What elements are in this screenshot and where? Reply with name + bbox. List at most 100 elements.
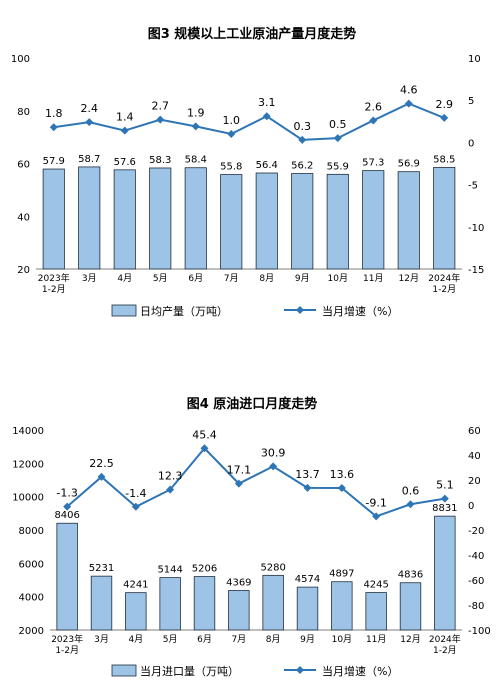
line-point — [97, 472, 106, 481]
bar — [125, 592, 147, 631]
category-label: 10月 — [332, 634, 352, 645]
bar — [56, 522, 78, 631]
category-label: 7月 — [224, 273, 239, 284]
line-value-label: 1.8 — [45, 107, 63, 120]
left-tick-label: 20 — [17, 265, 30, 276]
bar — [184, 167, 207, 270]
bar-value-label: 4369 — [226, 578, 251, 589]
category-label: 5月 — [153, 273, 168, 284]
bar-value-label: 55.9 — [327, 161, 349, 172]
category-label: 1-2月 — [42, 284, 66, 295]
category-label: 2023年 — [38, 272, 70, 284]
line-value-label: 2.4 — [81, 102, 99, 115]
category-label: 11月 — [363, 273, 383, 284]
line-point — [166, 485, 175, 494]
bar — [193, 576, 216, 631]
left-tick-label: 6000 — [19, 559, 44, 570]
legend-line-marker — [296, 666, 304, 674]
bar-value-label: 57.9 — [43, 156, 65, 167]
bar-value-label: 55.8 — [220, 162, 242, 173]
bar — [399, 582, 422, 631]
line-value-label: 13.6 — [330, 468, 355, 481]
line-point — [200, 444, 209, 453]
right-tick-label: -15 — [468, 265, 484, 276]
chart-title: 图4 原油进口月度走势 — [187, 396, 318, 412]
bar — [149, 167, 172, 270]
category-label: 1-2月 — [432, 284, 456, 295]
bar — [296, 586, 319, 631]
line-value-label: 4.6 — [400, 84, 418, 97]
line-value-label: 13.7 — [295, 468, 320, 481]
line-point — [337, 484, 346, 492]
line-value-label: 0.5 — [329, 118, 347, 131]
bar-value-label: 56.9 — [398, 159, 420, 170]
bar — [42, 168, 65, 270]
category-label: 12月 — [399, 273, 419, 284]
series-line — [53, 102, 445, 141]
right-tick-label: -100 — [468, 626, 491, 637]
category-label: 3月 — [82, 273, 97, 284]
left-tick-label: 40 — [17, 212, 30, 223]
line-value-label: 5.1 — [436, 479, 454, 492]
right-axis-ticks: -100 -80 -60 -40 -20 0 20 40 60 — [468, 426, 491, 637]
line-value-label: 22.5 — [89, 457, 114, 470]
bar — [113, 169, 136, 270]
category-label: 7月 — [231, 634, 246, 645]
legend-line-label: 当月增速（%） — [322, 304, 398, 318]
bar-value-label: 4897 — [329, 569, 354, 580]
legend: 日均产量（万吨） 当月增速（%） — [111, 304, 398, 318]
bar — [159, 577, 181, 631]
line-point — [404, 99, 413, 108]
line-value-label: 1.0 — [223, 114, 241, 127]
bar-series — [42, 166, 456, 270]
left-axis-ticks: 2000 4000 6000 8000 10000 12000 14000 — [12, 426, 44, 637]
line-point — [369, 116, 378, 125]
bar-value-label: 5231 — [89, 563, 114, 574]
left-tick-label: 100 — [11, 54, 30, 65]
line-point — [440, 113, 449, 122]
left-tick-label: 14000 — [12, 426, 44, 437]
bar — [262, 574, 284, 631]
bar — [434, 515, 456, 631]
bar — [397, 171, 420, 270]
right-tick-label: 40 — [468, 451, 481, 462]
right-tick-label: -20 — [468, 526, 484, 537]
legend: 当月进口量（万吨） 当月增速（%） — [111, 664, 398, 678]
line-series — [63, 444, 449, 521]
category-label: 10月 — [328, 273, 348, 284]
bar — [433, 167, 456, 270]
line-value-label: 12.3 — [158, 470, 183, 483]
bar — [255, 172, 278, 270]
line-value-label: -1.4 — [125, 487, 146, 500]
right-tick-label: 0 — [468, 138, 474, 149]
category-label: 12月 — [400, 634, 420, 645]
bar-value-label: 8406 — [54, 510, 79, 521]
right-tick-label: -5 — [468, 181, 478, 192]
series-line — [66, 446, 445, 518]
bar-series — [56, 515, 456, 631]
line-point — [63, 502, 72, 511]
left-tick-label: 60 — [17, 160, 30, 171]
right-tick-label: -80 — [468, 601, 484, 612]
bar-value-label: 56.2 — [291, 161, 313, 172]
line-value-label: 1.4 — [116, 111, 134, 124]
line-value-label: 2.6 — [365, 100, 383, 113]
line-point — [156, 115, 165, 124]
line-value-label: 0.6 — [402, 484, 420, 497]
line-point — [269, 462, 278, 471]
chart-crude-production: 图3 规模以上工业原油产量月度走势 20 40 60 80 100 -15 -10 -5 0 5… — [11, 26, 484, 318]
category-label: 11月 — [366, 634, 386, 645]
line-point — [85, 118, 94, 127]
legend-bar-swatch — [111, 664, 137, 677]
category-label: 1-2月 — [55, 645, 79, 656]
line-point — [333, 134, 342, 143]
bar-data-labels: 8406 5231 4241 5144 5206 4369 5280 4574 4897 4245… — [54, 503, 457, 591]
line-point — [227, 129, 236, 138]
line-point — [234, 479, 243, 488]
left-tick-label: 80 — [17, 107, 30, 118]
legend-line-label: 当月增速（%） — [322, 664, 398, 678]
bar-value-label: 58.3 — [149, 155, 171, 166]
